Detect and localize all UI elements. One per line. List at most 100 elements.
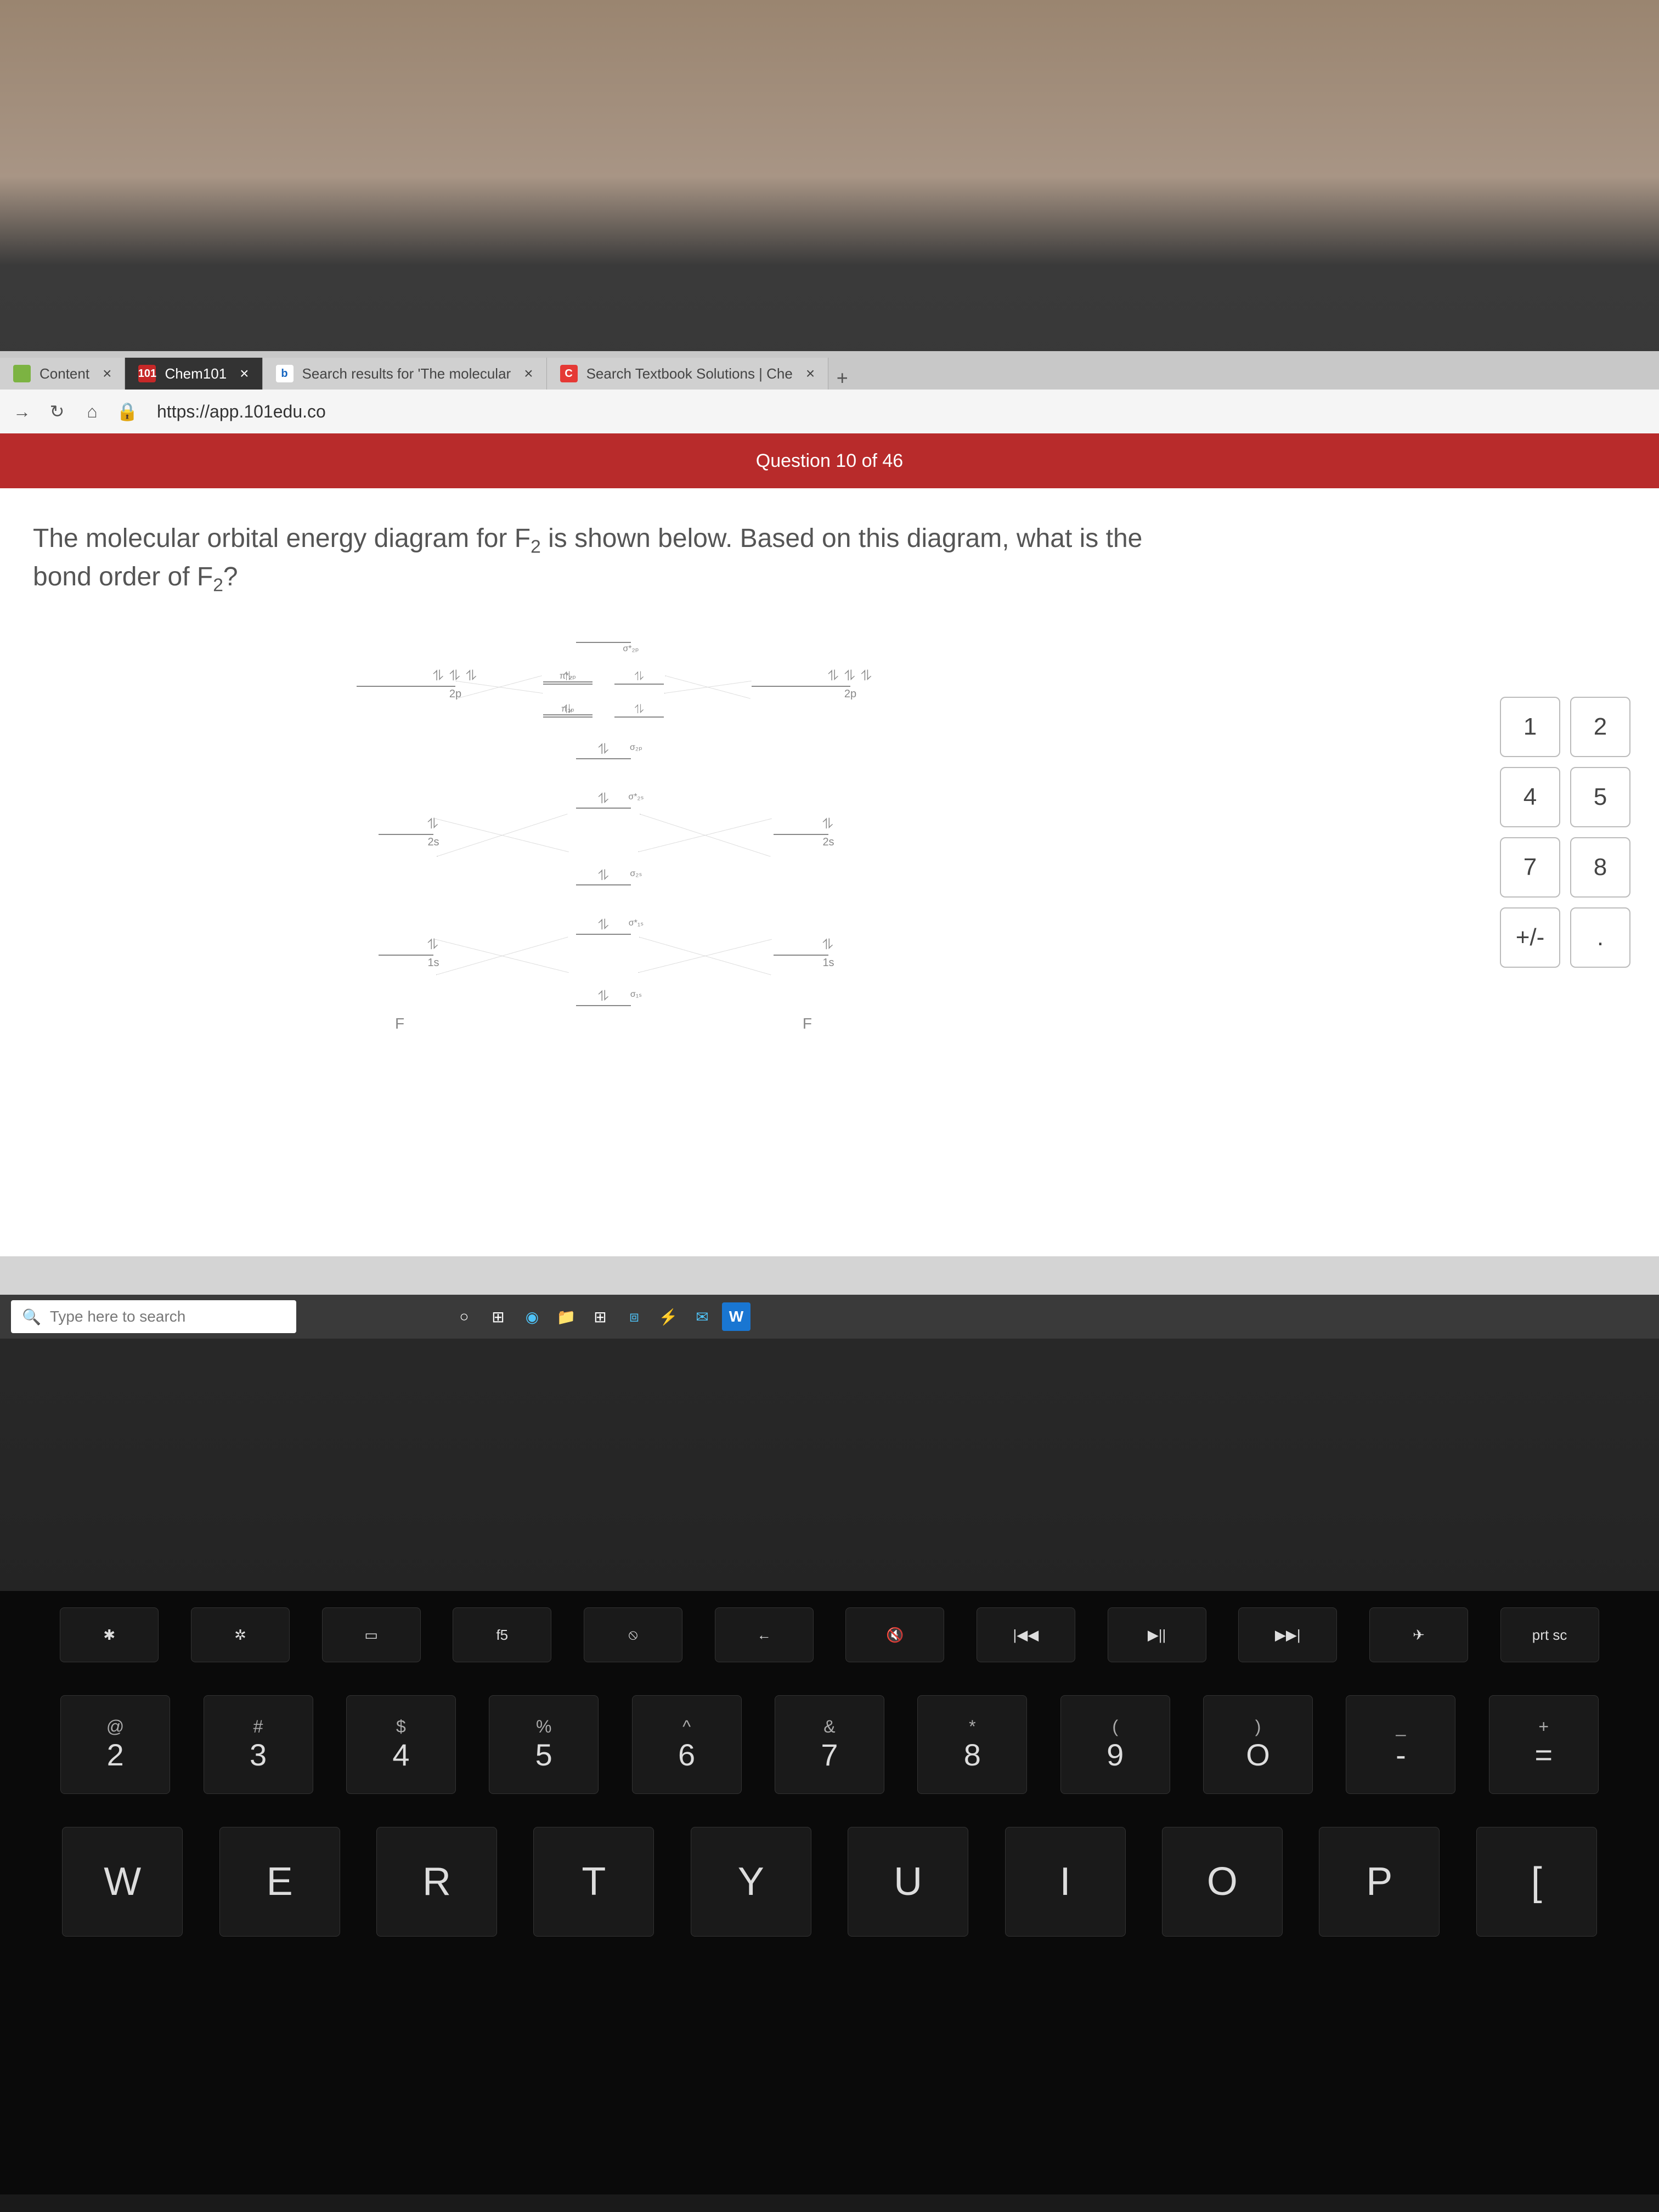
num-key: &7 — [775, 1695, 884, 1794]
mo-sigma2p: ⥮ σ₂ₚ — [576, 741, 631, 759]
ao-left-2p-elec: ⥮ ⥮ ⥮ — [406, 667, 505, 685]
mo-sigma2p-lbl: σ₂ₚ — [608, 742, 663, 753]
tab-chem101[interactable]: 101 Chem101 × — [125, 358, 262, 390]
dash-line — [639, 939, 772, 973]
mo-pi2p-star-r: ⥮ — [614, 669, 664, 685]
fn-key: ⦸ — [584, 1607, 682, 1662]
mo-diagram: ⥮ ⥮ ⥮ 2p ⥮ ⥮ ⥮ 2p σ*₂ₚ ⥮ — [357, 642, 850, 1053]
keypad-4[interactable]: 4 — [1500, 767, 1560, 827]
num-key: $4 — [346, 1695, 456, 1794]
url-field[interactable]: https://app.101edu.co — [151, 402, 1648, 422]
ao-right-2p-lbl: 2p — [801, 688, 900, 701]
refresh-icon[interactable]: ↻ — [46, 401, 68, 422]
mo-sigma2s: ⥮ σ₂ₛ — [576, 867, 631, 885]
physical-keyboard: ✱ ✲ ▭ f5 ⦸ ← 🔇 |◀◀ ▶|| ▶▶| ✈ prt sc @2 #… — [0, 1591, 1659, 2194]
search-icon: 🔍 — [22, 1308, 41, 1326]
store-icon[interactable]: ⊞ — [586, 1302, 614, 1331]
tab-label: Chem101 — [165, 365, 227, 382]
atom-label-left: F — [395, 1015, 404, 1032]
home-icon[interactable]: ⌂ — [81, 402, 103, 422]
tab-label: Search Textbook Solutions | Che — [586, 365, 793, 382]
search-placeholder: Type here to search — [50, 1308, 185, 1325]
close-icon[interactable]: × — [240, 365, 249, 382]
mo-pi2p-star: ⥮ ⥮ π*₂ₚ — [543, 669, 664, 685]
dropbox-icon[interactable]: ⧈ — [620, 1302, 648, 1331]
fn-key: 🔇 — [845, 1607, 944, 1662]
taskview-icon[interactable]: ⊞ — [484, 1302, 512, 1331]
favicon-chem101: 101 — [138, 365, 156, 382]
mo-sigma2p-star: σ*₂ₚ — [576, 642, 631, 643]
keypad-8[interactable]: 8 — [1570, 837, 1630, 898]
app-icon[interactable]: ⚡ — [654, 1302, 682, 1331]
mail-icon[interactable]: ✉ — [688, 1302, 716, 1331]
num-key: %5 — [489, 1695, 599, 1794]
tab-content[interactable]: Content × — [0, 358, 125, 390]
mo-sigma1s-star-lbl: σ*₁ₛ — [608, 917, 663, 928]
letter-key: W — [62, 1827, 183, 1937]
fn-key: ✱ — [60, 1607, 159, 1662]
keypad-5[interactable]: 5 — [1570, 767, 1630, 827]
ao-right-1s: ⥮ 1s — [774, 955, 828, 956]
ao-left-1s-elec: ⥮ — [406, 936, 461, 953]
keypad-2[interactable]: 2 — [1570, 697, 1630, 757]
new-tab-button[interactable]: + — [828, 366, 856, 390]
mo-sigma2s-lbl: σ₂ₛ — [608, 868, 663, 879]
mo-sigma1s-star: ⥮ σ*₁ₛ — [576, 916, 631, 935]
laptop-screen: Content × 101 Chem101 × b Search results… — [0, 351, 1659, 1339]
question-header: Question 10 of 46 — [0, 433, 1659, 488]
content-area: The molecular orbital energy diagram for… — [0, 488, 1659, 1256]
letter-key: T — [533, 1827, 654, 1937]
fn-key: f5 — [453, 1607, 551, 1662]
num-key: *8 — [917, 1695, 1027, 1794]
fn-key: ▭ — [322, 1607, 421, 1662]
word-icon[interactable]: W — [722, 1302, 751, 1331]
fn-key: |◀◀ — [977, 1607, 1075, 1662]
ao-left-2s-elec: ⥮ — [406, 815, 461, 833]
close-icon[interactable]: × — [103, 365, 111, 382]
cortana-icon[interactable]: ○ — [450, 1302, 478, 1331]
ao-right-1s-elec: ⥮ — [801, 936, 856, 953]
qtext-sub2: 2 — [213, 575, 223, 596]
fn-key: prt sc — [1500, 1607, 1599, 1662]
letter-key: I — [1005, 1827, 1126, 1937]
explorer-icon[interactable]: 📁 — [552, 1302, 580, 1331]
qtext-sub1: 2 — [531, 537, 541, 557]
num-key: += — [1489, 1695, 1599, 1794]
favicon-content — [13, 365, 31, 382]
ao-right-1s-lbl: 1s — [801, 957, 856, 969]
close-icon[interactable]: × — [524, 365, 533, 382]
mo-pi2p-lbl: π₂ₚ — [543, 703, 592, 715]
mo-sigma2p-star-lbl: σ*₂ₚ — [603, 643, 658, 654]
taskbar-search[interactable]: 🔍 Type here to search — [11, 1300, 296, 1333]
ao-left-1s: ⥮ 1s — [379, 955, 433, 956]
tab-search-results[interactable]: b Search results for 'The molecular × — [263, 358, 547, 390]
keypad-1[interactable]: 1 — [1500, 697, 1560, 757]
ao-left-2p: ⥮ ⥮ ⥮ 2p — [357, 686, 455, 687]
fn-key: ▶|| — [1108, 1607, 1206, 1662]
letter-key: E — [219, 1827, 340, 1937]
num-key: (9 — [1060, 1695, 1170, 1794]
mo-sigma2s-star-elec: ⥮ — [599, 790, 609, 806]
edge-icon[interactable]: ◉ — [518, 1302, 546, 1331]
favicon-bartleby: b — [276, 365, 294, 382]
mo-pi2p-r: ⥮ — [614, 702, 664, 718]
fn-key: ▶▶| — [1238, 1607, 1337, 1662]
close-icon[interactable]: × — [806, 365, 815, 382]
num-key: )O — [1203, 1695, 1313, 1794]
letter-key: R — [376, 1827, 497, 1937]
forward-icon[interactable]: → — [11, 402, 33, 422]
num-key: _- — [1346, 1695, 1455, 1794]
keypad-plusminus[interactable]: +/- — [1500, 907, 1560, 968]
mo-sigma2p-elec: ⥮ — [599, 741, 609, 757]
dash-line — [664, 681, 752, 693]
ao-right-2s: ⥮ 2s — [774, 834, 828, 835]
keypad-dot[interactable]: . — [1570, 907, 1630, 968]
lock-icon: 🔒 — [116, 401, 138, 422]
tab-bar: Content × 101 Chem101 × b Search results… — [0, 351, 1659, 390]
atom-label-right: F — [803, 1015, 812, 1032]
question-text: The molecular orbital energy diagram for… — [33, 521, 1185, 598]
keypad-7[interactable]: 7 — [1500, 837, 1560, 898]
photo-background: Content × 101 Chem101 × b Search results… — [0, 0, 1659, 2212]
letter-key: U — [848, 1827, 968, 1937]
tab-chegg[interactable]: C Search Textbook Solutions | Che × — [547, 358, 829, 390]
